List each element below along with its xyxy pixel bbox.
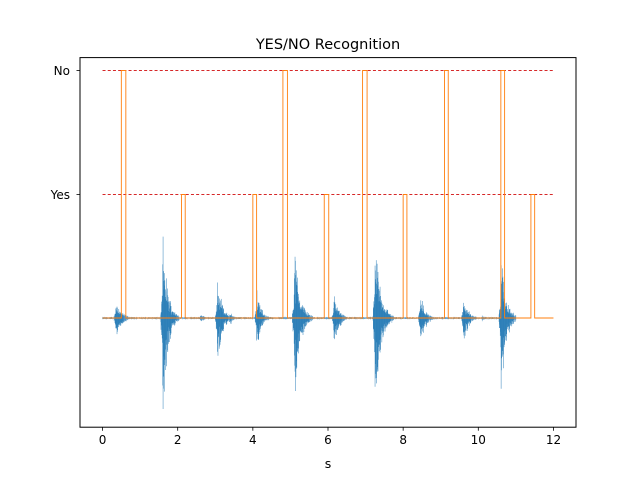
x-axis: 0 2 4 6 8 10 12: [99, 427, 561, 447]
recognition-step-line: [102, 70, 554, 319]
x-tick-label: 2: [174, 433, 182, 447]
x-tick-label: 0: [99, 433, 107, 447]
x-axis-label: s: [325, 456, 332, 471]
x-tick-label: 8: [399, 433, 407, 447]
recognition-step-series: [102, 70, 554, 319]
y-axis: Yes No: [50, 64, 80, 202]
y-tick-label-no: No: [54, 64, 70, 78]
x-tick-label: 4: [249, 433, 257, 447]
x-tick-label: 10: [471, 433, 486, 447]
x-tick-label: 12: [546, 433, 561, 447]
chart-title: YES/NO Recognition: [255, 37, 400, 53]
y-tick-label-yes: Yes: [50, 188, 70, 202]
x-tick-label: 6: [324, 433, 332, 447]
